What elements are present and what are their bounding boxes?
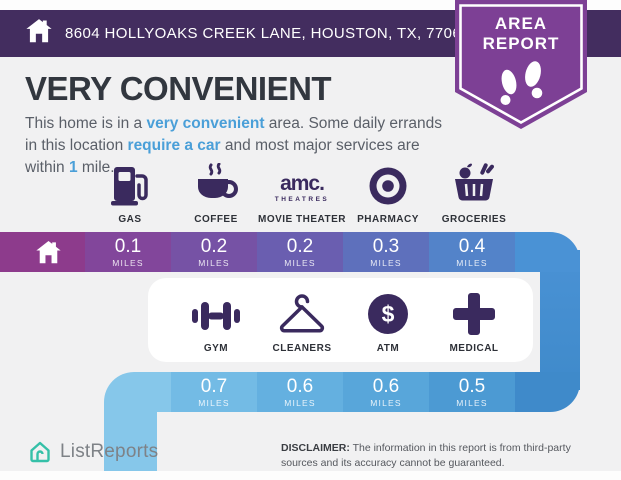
distance-movie-theater: 0.2 MILES xyxy=(284,235,316,268)
top-margin xyxy=(0,0,621,10)
distance-bar-row-2 xyxy=(104,372,580,412)
intro-paragraph: This home is in a very convenient area. … xyxy=(25,115,442,177)
badge-label: AREA REPORT xyxy=(482,14,560,54)
poi-cleaners: CLEANERS xyxy=(247,288,357,354)
area-report-badge: AREA REPORT xyxy=(455,0,587,132)
car-requirement: require a car xyxy=(127,137,221,155)
gas-pump-icon xyxy=(109,163,151,207)
distance-gym: 0.7 MILES xyxy=(198,375,230,408)
distance-pharmacy: 0.3 MILES xyxy=(370,235,402,268)
poi-label: COFFEE xyxy=(194,214,238,225)
walkability-rating: very convenient xyxy=(146,115,265,132)
distance-highlight: 1 xyxy=(68,159,78,177)
poi-atm: $ ATM xyxy=(333,288,443,354)
poi-gas: GAS xyxy=(75,163,185,225)
poi-label: ATM xyxy=(376,343,400,354)
page-title: VERY CONVENIENT xyxy=(25,70,332,107)
poi-movie-theater: amc. THEATRES MOVIE THEATER xyxy=(247,163,357,226)
medical-cross-icon xyxy=(452,290,496,336)
poi-label: PHARMACY xyxy=(357,214,419,225)
dumbbell-icon xyxy=(192,290,240,336)
distance-bar-row-1 xyxy=(0,232,580,272)
poi-label: GAS xyxy=(118,214,142,225)
distance-gas: 0.1 MILES xyxy=(112,235,144,268)
poi-label: MOVIE THEATER xyxy=(258,214,346,225)
footprints-icon xyxy=(500,61,543,105)
poi-coffee: COFFEE xyxy=(161,163,271,225)
amc-theatres-logo: amc. THEATRES xyxy=(274,171,330,203)
distance-medical: 0.5 MILES xyxy=(456,375,488,408)
home-icon xyxy=(25,17,53,50)
disclaimer-text: DISCLAIMER: The information in this repo… xyxy=(281,442,571,470)
listreports-logo: ListReports xyxy=(28,440,158,464)
poi-medical: MEDICAL xyxy=(419,288,529,354)
distance-groceries: 0.4 MILES xyxy=(456,235,488,268)
route-bar-left-connector xyxy=(104,402,157,472)
poi-gym: GYM xyxy=(161,288,271,354)
poi-pharmacy: PHARMACY xyxy=(333,163,443,225)
bottom-margin xyxy=(0,471,621,480)
svg-text:$: $ xyxy=(382,301,395,327)
distance-atm: 0.6 MILES xyxy=(370,375,402,408)
dollar-circle-icon: $ xyxy=(366,290,410,336)
distance-coffee: 0.2 MILES xyxy=(198,235,230,268)
poi-label: CLEANERS xyxy=(272,343,332,354)
coffee-cup-icon xyxy=(193,163,239,207)
distance-cleaners: 0.6 MILES xyxy=(284,375,316,408)
poi-groceries: GROCERIES xyxy=(419,163,529,225)
property-address: 8604 HOLLYOAKS CREEK LANE, HOUSTON, TX, … xyxy=(65,25,470,42)
home-start-icon xyxy=(35,239,62,271)
target-bullseye-icon xyxy=(367,163,409,207)
poi-label: MEDICAL xyxy=(449,343,499,354)
route-bar-right-connector xyxy=(540,250,580,390)
hanger-icon xyxy=(278,290,326,336)
listreports-house-icon xyxy=(30,441,50,463)
poi-label: GYM xyxy=(203,343,229,354)
grocery-basket-icon xyxy=(451,161,497,207)
poi-label: GROCERIES xyxy=(441,214,507,225)
brand-name: ListReports xyxy=(60,441,159,462)
